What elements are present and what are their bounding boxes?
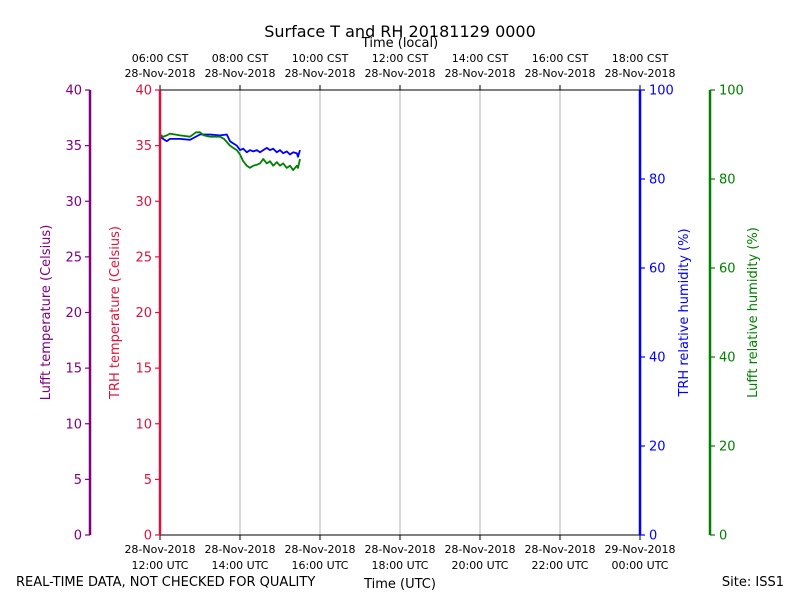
site-label: Site: ISS1 bbox=[721, 575, 784, 590]
lufft-temp-tick-label: 0 bbox=[74, 529, 82, 544]
trh-rh-tick-label: 60 bbox=[649, 262, 666, 277]
x-tick-label-bottom-time: 18:00 UTC bbox=[371, 559, 428, 572]
trh-temp-tick-label: 5 bbox=[144, 473, 152, 488]
x-tick-label-top-date: 28-Nov-2018 bbox=[204, 67, 275, 80]
bottom-axis-label: Time (UTC) bbox=[363, 577, 436, 592]
lufft-temp-tick-label: 20 bbox=[65, 306, 82, 321]
series-line-trh-rh bbox=[159, 133, 301, 158]
x-tick-label-bottom-date: 28-Nov-2018 bbox=[444, 543, 515, 556]
lufft-rh-tick-label: 80 bbox=[719, 173, 736, 188]
x-tick-label-bottom-date: 28-Nov-2018 bbox=[524, 543, 595, 556]
lufft-rh-tick-label: 40 bbox=[719, 351, 736, 366]
trh-rh-tick-label: 0 bbox=[649, 529, 657, 544]
lufft-temp-tick-label: 40 bbox=[65, 84, 82, 99]
x-tick-label-top-time: 12:00 CST bbox=[372, 52, 429, 65]
x-tick-label-bottom-date: 28-Nov-2018 bbox=[364, 543, 435, 556]
x-tick-label-bottom-date: 29-Nov-2018 bbox=[604, 543, 675, 556]
series-layer bbox=[159, 131, 301, 172]
trh-temp-tick-label: 25 bbox=[135, 250, 152, 265]
trh-temp-tick-label: 30 bbox=[135, 195, 152, 210]
trh-temp-axis-label: TRH temperature (Celsius) bbox=[108, 226, 123, 400]
x-tick-label-bottom-date: 28-Nov-2018 bbox=[284, 543, 355, 556]
x-tick-label-bottom-time: 14:00 UTC bbox=[211, 559, 268, 572]
lufft-temp-tick-label: 25 bbox=[65, 250, 82, 265]
chart-title: Surface T and RH 20181129 0000 bbox=[264, 22, 536, 41]
trh-temp-tick-label: 15 bbox=[135, 362, 152, 377]
series-line-lufft-rh bbox=[159, 131, 301, 172]
lufft-rh-tick-label: 100 bbox=[719, 84, 744, 99]
x-tick-label-top-time: 14:00 CST bbox=[452, 52, 509, 65]
lufft-temp-tick-label: 5 bbox=[74, 473, 82, 488]
quality-note: REAL-TIME DATA, NOT CHECKED FOR QUALITY bbox=[16, 575, 316, 590]
x-tick-label-bottom-time: 00:00 UTC bbox=[611, 559, 668, 572]
lufft-temp-tick-label: 15 bbox=[65, 362, 82, 377]
lufft-rh-tick-label: 0 bbox=[719, 529, 727, 544]
x-tick-label-top-date: 28-Nov-2018 bbox=[124, 67, 195, 80]
top-axis-label: Time (local) bbox=[361, 36, 438, 51]
x-tick-label-top-time: 18:00 CST bbox=[612, 52, 669, 65]
lufft-rh-tick-label: 60 bbox=[719, 262, 736, 277]
trh-rh-tick-label: 80 bbox=[649, 173, 666, 188]
x-tick-label-bottom-time: 22:00 UTC bbox=[531, 559, 588, 572]
x-tick-label-bottom-date: 28-Nov-2018 bbox=[204, 543, 275, 556]
trh-temp-tick-label: 20 bbox=[135, 306, 152, 321]
x-tick-label-top-date: 28-Nov-2018 bbox=[284, 67, 355, 80]
trh-rh-axis-label: TRH relative humidity (%) bbox=[677, 228, 692, 397]
x-tick-label-bottom-time: 20:00 UTC bbox=[451, 559, 508, 572]
trh-rh-tick-label: 100 bbox=[649, 84, 674, 99]
x-tick-label-top-time: 08:00 CST bbox=[212, 52, 269, 65]
axes-layer: 28-Nov-2018 12:00 UTC 28-Nov-2018 14:00 UTC… bbox=[39, 52, 761, 572]
trh-temp-tick-label: 40 bbox=[135, 84, 152, 99]
lufft-rh-axis-label: Lufft relative humidity (%) bbox=[746, 227, 761, 398]
x-tick-label-top-date: 28-Nov-2018 bbox=[524, 67, 595, 80]
trh-rh-tick-label: 40 bbox=[649, 351, 666, 366]
x-tick-label-bottom-date: 28-Nov-2018 bbox=[124, 543, 195, 556]
x-tick-label-bottom-time: 16:00 UTC bbox=[291, 559, 348, 572]
x-tick-label-top-time: 16:00 CST bbox=[532, 52, 589, 65]
x-tick-label-top-date: 28-Nov-2018 bbox=[604, 67, 675, 80]
x-tick-label-bottom-time: 12:00 UTC bbox=[131, 559, 188, 572]
trh-temp-tick-label: 35 bbox=[135, 139, 152, 154]
trh-rh-tick-label: 20 bbox=[649, 440, 666, 455]
x-tick-label-top-date: 28-Nov-2018 bbox=[364, 67, 435, 80]
trh-temp-tick-label: 10 bbox=[135, 417, 152, 432]
lufft-temp-tick-label: 35 bbox=[65, 139, 82, 154]
x-tick-label-top-date: 28-Nov-2018 bbox=[444, 67, 515, 80]
grid-lines bbox=[239, 90, 561, 535]
x-tick-label-top-time: 10:00 CST bbox=[292, 52, 349, 65]
lufft-temp-tick-label: 10 bbox=[65, 417, 82, 432]
lufft-temp-axis-label: Lufft temperature (Celsius) bbox=[39, 225, 54, 401]
lufft-temp-tick-label: 30 bbox=[65, 195, 82, 210]
lufft-rh-tick-label: 20 bbox=[719, 440, 736, 455]
trh-temp-tick-label: 0 bbox=[144, 529, 152, 544]
x-tick-label-top-time: 06:00 CST bbox=[132, 52, 189, 65]
